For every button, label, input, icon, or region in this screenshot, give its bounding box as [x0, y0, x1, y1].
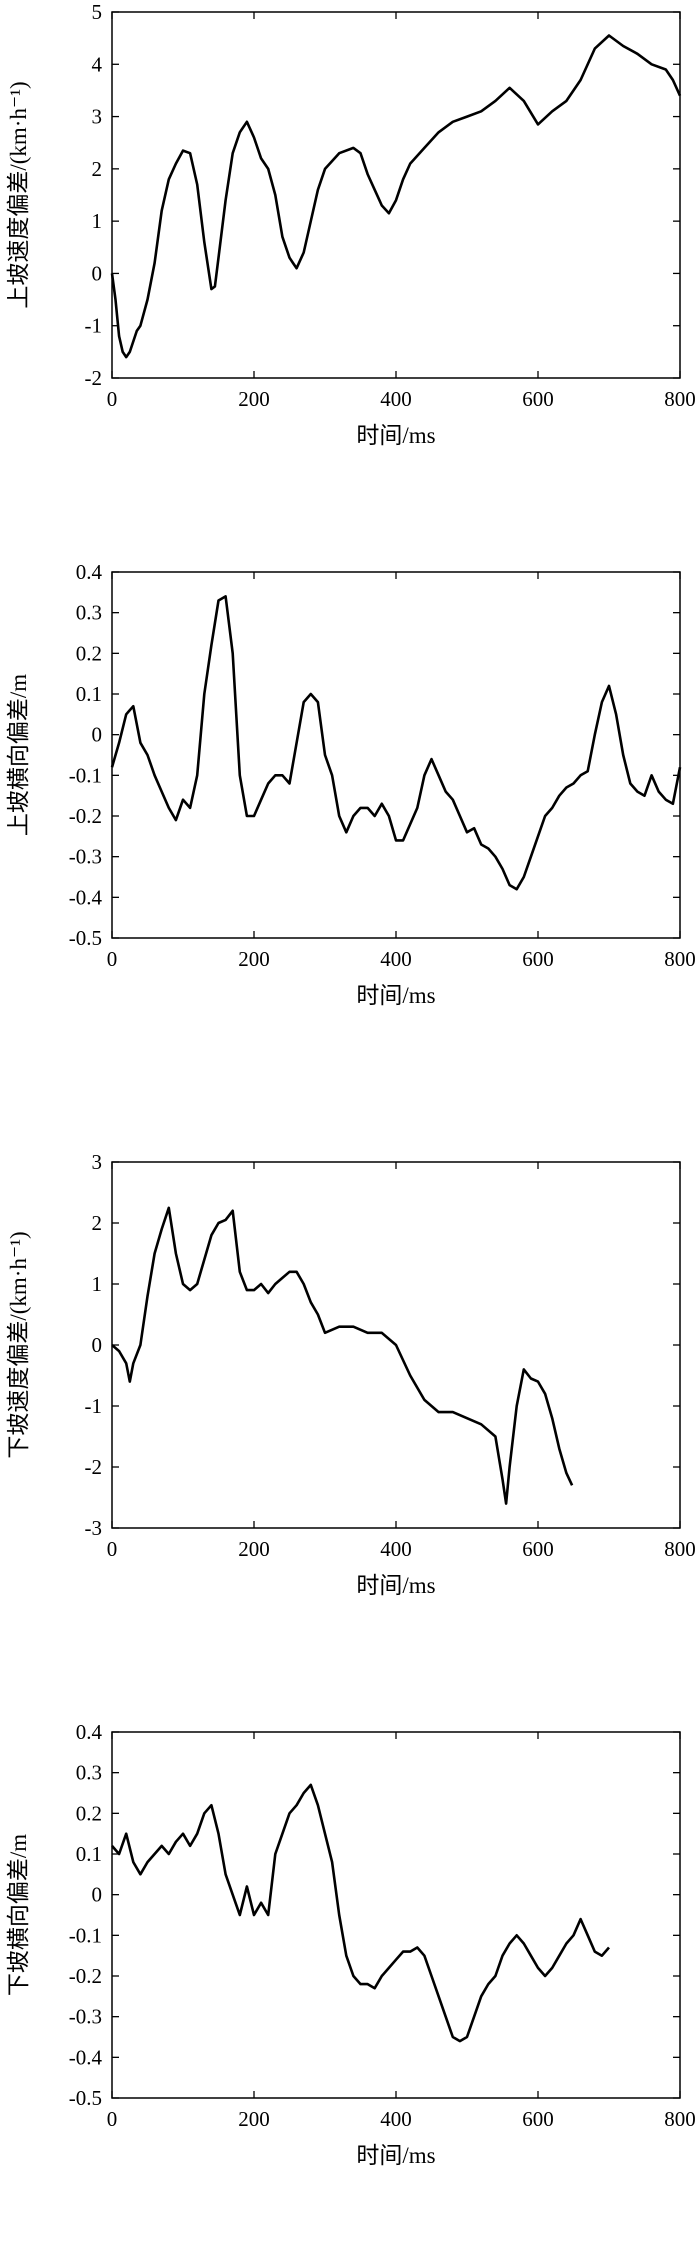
y-tick-label: -3 — [85, 1516, 103, 1540]
x-tick-label: 200 — [238, 1537, 270, 1561]
series-line-1 — [111, 1206, 574, 1505]
x-axis-label: 时间/ms — [356, 983, 435, 1008]
x-tick-label: 400 — [380, 387, 412, 411]
x-tick-label: 800 — [664, 2107, 696, 2131]
x-tick-label: 0 — [107, 387, 118, 411]
y-tick-label: -0.3 — [69, 2005, 102, 2029]
x-tick-label: 0 — [107, 2107, 118, 2131]
y-tick-label: 3 — [92, 1150, 103, 1174]
y-tick-label: -0.5 — [69, 926, 102, 950]
y-tick-label: 0 — [92, 261, 103, 285]
y-tick-label: 0 — [92, 1333, 103, 1357]
x-tick-label: 400 — [380, 2107, 412, 2131]
x-axis-label: 时间/ms — [356, 2143, 435, 2168]
chart-panel-4: 0 200 400 600 800 -0.5 -0.4 -0.3 -0.2 -0.1 0 0.1 0.2… — [0, 1720, 700, 2260]
series-line-1 — [110, 34, 682, 359]
x-tick-label: 600 — [522, 1537, 554, 1561]
y-tick-label: -2 — [85, 366, 103, 390]
y-tick-label: -1 — [85, 1394, 103, 1418]
y-tick-label: 4 — [92, 52, 103, 76]
y-tick-label: -0.3 — [69, 845, 102, 869]
x-tick-label: 400 — [380, 947, 412, 971]
x-tick-label: 200 — [238, 2107, 270, 2131]
y-tick-label: 0 — [92, 1883, 103, 1907]
y-axis-label: 上坡速度偏差/(km·h⁻¹) — [6, 81, 31, 308]
y-tick-label: 5 — [92, 0, 103, 24]
y-tick-label: 0.1 — [76, 1842, 102, 1866]
series-line-1 — [111, 1783, 610, 2043]
y-tick-label: 0.4 — [76, 1720, 103, 1744]
y-tick-label: -1 — [85, 314, 103, 338]
x-tick-label: 0 — [107, 947, 118, 971]
y-tick-label: 1 — [92, 1272, 103, 1296]
y-tick-label: -2 — [85, 1455, 103, 1479]
y-axis-label: 下坡横向偏差/m — [6, 1834, 31, 1996]
plot-frame — [111, 1731, 681, 2099]
x-tick-label: 800 — [664, 947, 696, 971]
x-tick-label: 600 — [522, 387, 554, 411]
y-tick-label: -0.5 — [69, 2086, 102, 2110]
x-axis-label: 时间/ms — [356, 423, 435, 448]
chart-panel-2: 0 200 400 600 800 -0.5 -0.4 -0.3 -0.2 -0.1 0 0.1 0.2… — [0, 560, 700, 1100]
chart-panel-1: 0 200 400 600 800 -2 -1 0 1 2 3 4 5 时间/ms 上坡速度偏差/(km·h… — [0, 0, 700, 540]
y-tick-label: 0.2 — [76, 641, 102, 665]
chart-1: 0 200 400 600 800 -2 -1 0 1 2 3 4 5 时间/ms 上坡速度偏差/(km·h… — [6, 0, 696, 448]
x-tick-label: 800 — [664, 1537, 696, 1561]
y-tick-label: 0.3 — [76, 1761, 102, 1785]
y-tick-label: 1 — [92, 209, 103, 233]
y-tick-label: -0.1 — [69, 763, 102, 787]
y-tick-label: 0.1 — [76, 682, 102, 706]
y-tick-label: 0 — [92, 723, 103, 747]
chart-4: 0 200 400 600 800 -0.5 -0.4 -0.3 -0.2 -0.1 0 0.1 0.2… — [6, 1720, 696, 2168]
chart-3: 0 200 400 600 800 -3 -2 -1 0 1 2 3 时间/ms 下坡速度偏差/(km·h… — [6, 1150, 696, 1598]
y-tick-label: 3 — [92, 105, 103, 129]
y-tick-label: -0.4 — [69, 885, 103, 909]
x-tick-label: 200 — [238, 947, 270, 971]
y-axis-label: 下坡速度偏差/(km·h⁻¹) — [6, 1231, 31, 1458]
y-tick-label: 0.2 — [76, 1801, 102, 1825]
y-tick-label: -0.2 — [69, 804, 102, 828]
y-tick-label: -0.2 — [69, 1964, 102, 1988]
y-tick-label: -0.4 — [69, 2045, 103, 2069]
y-tick-label: 2 — [92, 1211, 103, 1235]
y-tick-label: -0.1 — [69, 1923, 102, 1947]
chart-2: 0 200 400 600 800 -0.5 -0.4 -0.3 -0.2 -0.1 0 0.1 0.2… — [6, 560, 696, 1008]
y-axis-label: 上坡横向偏差/m — [6, 674, 31, 836]
x-tick-label: 600 — [522, 2107, 554, 2131]
chart-panel-3: 0 200 400 600 800 -3 -2 -1 0 1 2 3 时间/ms 下坡速度偏差/(km·h… — [0, 1150, 700, 1690]
x-axis-label: 时间/ms — [356, 1573, 435, 1598]
x-tick-label: 0 — [107, 1537, 118, 1561]
y-tick-label: 2 — [92, 157, 103, 181]
x-tick-label: 600 — [522, 947, 554, 971]
x-tick-label: 200 — [238, 387, 270, 411]
x-tick-label: 800 — [664, 387, 696, 411]
plot-frame — [111, 571, 681, 939]
series-line-1 — [110, 595, 682, 891]
x-tick-label: 400 — [380, 1537, 412, 1561]
y-tick-label: 0.3 — [76, 601, 102, 625]
y-tick-label: 0.4 — [76, 560, 103, 584]
